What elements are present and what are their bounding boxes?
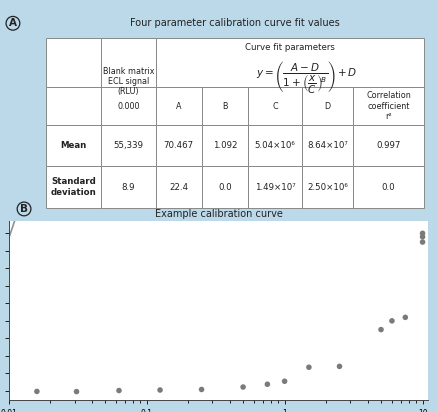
Text: 0.997: 0.997 bbox=[376, 141, 401, 150]
Text: Correlation
coefficient
r²: Correlation coefficient r² bbox=[366, 91, 411, 121]
Text: 8.64×10⁷: 8.64×10⁷ bbox=[307, 141, 348, 150]
Bar bbox=[46, 125, 101, 166]
Text: Blank matrix
ECL signal
(RLU): Blank matrix ECL signal (RLU) bbox=[103, 67, 154, 96]
Point bbox=[156, 387, 163, 393]
Bar bbox=[156, 166, 202, 208]
Text: B: B bbox=[222, 102, 228, 111]
Point bbox=[73, 388, 80, 395]
Text: 0.0: 0.0 bbox=[382, 183, 395, 192]
Text: 0.0: 0.0 bbox=[218, 183, 232, 192]
Bar bbox=[353, 87, 424, 125]
Text: Standard
deviation: Standard deviation bbox=[51, 177, 97, 197]
Point bbox=[419, 230, 426, 236]
Bar bbox=[46, 87, 101, 125]
Bar bbox=[248, 125, 302, 166]
Point bbox=[419, 234, 426, 240]
Text: Curve fit parameters: Curve fit parameters bbox=[245, 43, 335, 52]
Bar bbox=[248, 166, 302, 208]
Bar bbox=[353, 166, 424, 208]
Point bbox=[419, 239, 426, 246]
Point bbox=[239, 384, 246, 390]
Text: A: A bbox=[9, 18, 17, 28]
Title: Example calibration curve: Example calibration curve bbox=[155, 209, 282, 219]
Point bbox=[264, 381, 271, 388]
Bar bbox=[302, 125, 353, 166]
Text: 55,339: 55,339 bbox=[113, 141, 143, 150]
Text: 8.9: 8.9 bbox=[121, 183, 135, 192]
Text: 70.467: 70.467 bbox=[163, 141, 194, 150]
Bar bbox=[101, 87, 156, 125]
Text: A: A bbox=[176, 102, 181, 111]
Text: 1.49×10⁷: 1.49×10⁷ bbox=[255, 183, 295, 192]
Point bbox=[281, 378, 288, 384]
Bar bbox=[248, 87, 302, 125]
Bar bbox=[302, 166, 353, 208]
Point bbox=[33, 388, 40, 395]
Bar bbox=[46, 166, 101, 208]
Bar bbox=[302, 87, 353, 125]
Point bbox=[336, 363, 343, 370]
Bar bbox=[156, 87, 202, 125]
Bar bbox=[156, 125, 202, 166]
Text: 1.092: 1.092 bbox=[212, 141, 237, 150]
Text: B: B bbox=[20, 204, 28, 214]
Bar bbox=[101, 38, 156, 87]
Point bbox=[115, 387, 122, 394]
Text: Mean: Mean bbox=[61, 141, 87, 150]
Text: 5.04×10⁶: 5.04×10⁶ bbox=[255, 141, 295, 150]
Bar bbox=[202, 166, 248, 208]
Text: Four parameter calibration curve fit values: Four parameter calibration curve fit val… bbox=[130, 18, 340, 28]
Point bbox=[402, 314, 409, 321]
Bar bbox=[202, 87, 248, 125]
Point bbox=[388, 318, 395, 324]
Point bbox=[198, 386, 205, 393]
Text: 2.50×10⁶: 2.50×10⁶ bbox=[307, 183, 348, 192]
Text: C: C bbox=[272, 102, 278, 111]
Text: $y = \left(\dfrac{A-D}{1+\left(\dfrac{x}{C}\right)^{\!B}}\right)+D$: $y = \left(\dfrac{A-D}{1+\left(\dfrac{x}… bbox=[256, 59, 357, 94]
Text: 22.4: 22.4 bbox=[169, 183, 188, 192]
Bar bbox=[202, 125, 248, 166]
Bar bbox=[156, 38, 424, 87]
Text: 0.000: 0.000 bbox=[117, 102, 139, 111]
Bar bbox=[46, 38, 101, 87]
Text: D: D bbox=[325, 102, 331, 111]
Point bbox=[305, 364, 312, 370]
Point bbox=[378, 326, 385, 333]
Bar bbox=[101, 166, 156, 208]
Bar bbox=[101, 125, 156, 166]
Bar bbox=[353, 125, 424, 166]
